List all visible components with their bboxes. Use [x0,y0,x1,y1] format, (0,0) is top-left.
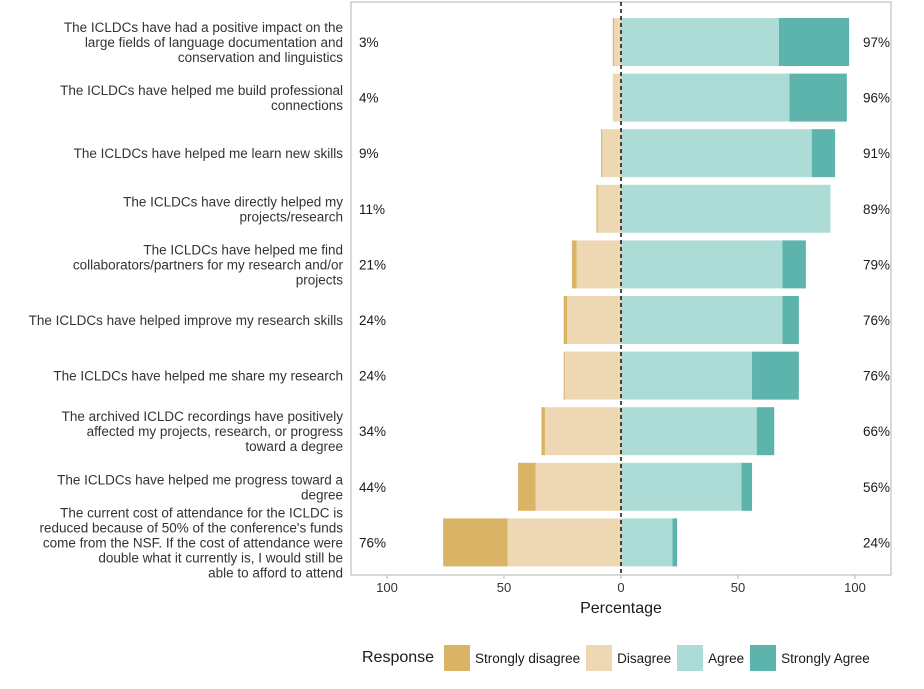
bar-strongly-agree-row-10 [672,518,678,567]
bar-agree-row-8 [621,407,757,456]
x-tick-label-2: 50 [497,580,511,595]
right-percent-label-row-1: 97% [863,35,890,50]
bar-agree-row-6 [621,296,783,344]
statement-label-row-6: The ICLDCs have helped improve my resear… [29,313,344,328]
left-percent-label-row-4: 11% [359,202,385,217]
bar-strongly-disagree-row-7 [563,351,565,400]
right-percent-label-row-3: 91% [863,146,890,161]
legend-title: Response [362,649,435,666]
left-percent-label-row-6: 24% [359,313,386,328]
legend-key-disagree [586,645,613,671]
bar-agree-row-9 [621,462,742,511]
bar-strongly-disagree-row-3 [601,129,603,178]
bar-strongly-agree-row-1 [778,18,850,66]
right-percent-label-row-9: 56% [863,480,890,495]
legend-label-agree: Agree [708,650,745,666]
left-percent-label-row-10: 76% [359,535,386,550]
bar-strongly-disagree-row-4 [596,184,598,233]
statement-label-row-3: The ICLDCs have helped me learn new skil… [74,146,344,161]
bar-strongly-agree-row-6 [782,296,799,344]
legend-item-strongly-disagree: Strongly disagree [444,645,580,671]
legend: Response Strongly disagree Disagree Agre… [362,645,876,671]
bar-disagree-row-3 [602,129,621,178]
statement-label-row-1: The ICLDCs have had a positive impact on… [64,20,343,65]
bar-agree-row-1 [621,18,779,66]
bar-agree-row-4 [621,184,831,233]
bar-strongly-disagree-row-9 [518,462,536,511]
bar-disagree-row-2 [612,73,621,122]
statement-label-row-10: The current cost of attendance for the I… [39,505,343,580]
bar-strongly-disagree-row-5 [571,240,577,289]
statement-labels: The ICLDCs have had a positive impact on… [29,20,344,580]
legend-key-agree [677,645,704,671]
legend-item-strongly-agree: Strongly Agree [750,645,870,671]
bar-strongly-disagree-row-8 [541,407,545,456]
x-tick-label-4: 50 [731,580,745,595]
legend-item-disagree: Disagree [586,645,671,671]
x-tick-label-3: 0 [617,580,624,595]
bar-strongly-agree-row-3 [811,129,836,178]
bar-strongly-disagree-row-6 [563,296,568,344]
bar-strongly-agree-row-2 [789,73,847,122]
bar-disagree-row-6 [567,296,621,344]
x-tick-label-1: 100 [376,580,398,595]
right-percent-label-row-10: 24% [863,535,890,550]
statement-label-row-7: The ICLDCs have helped me share my resea… [53,369,343,384]
x-axis: 100 50 0 50 100 [376,575,866,595]
bar-disagree-row-4 [597,184,621,233]
right-percent-label-row-5: 79% [863,257,890,272]
bar-strongly-disagree-row-10 [443,518,508,567]
legend-label-disagree: Disagree [617,650,672,666]
left-percent-label-row-1: 3% [359,35,379,50]
bar-disagree-row-7 [564,351,621,400]
right-percent-label-row-6: 76% [863,313,890,328]
bar-agree-row-7 [621,351,753,400]
x-tick-label-5: 100 [844,580,866,595]
left-percent-label-row-8: 34% [359,424,386,439]
statement-label-row-2: The ICLDCs have helped me build professi… [60,83,343,113]
legend-label-strongly-agree: Strongly Agree [781,650,870,666]
bar-disagree-row-1 [613,18,621,66]
bar-disagree-row-8 [544,407,621,456]
left-percent-label-row-7: 24% [359,369,386,384]
bar-strongly-agree-row-7 [752,351,799,400]
statement-label-row-4: The ICLDCs have directly helped my projec… [123,194,343,224]
bar-disagree-row-5 [576,240,621,289]
bar-agree-row-10 [621,518,673,567]
statement-label-row-8: The archived ICLDC recordings have posit… [62,409,344,454]
percent-labels: 3% 97% 4% 96% 9% 91% 11% 89% 21% 79% 24% 76% 24% 76% 3… [359,35,890,550]
bar-disagree-row-10 [507,518,621,567]
bar-agree-row-5 [621,240,783,289]
left-percent-label-row-5: 21% [359,257,386,272]
bar-strongly-disagree-row-1 [612,18,614,66]
left-percent-label-row-2: 4% [359,91,379,106]
right-percent-label-row-4: 89% [863,202,890,217]
legend-key-strongly-disagree [444,645,471,671]
legend-item-agree: Agree [677,645,744,671]
statement-label-row-9: The ICLDCs have helped me progress towar… [57,472,343,502]
bar-strongly-agree-row-8 [756,407,775,456]
right-percent-label-row-8: 66% [863,424,890,439]
legend-label-strongly-disagree: Strongly disagree [475,650,581,666]
legend-key-strongly-agree [750,645,777,671]
bar-strongly-agree-row-5 [782,240,806,289]
bar-agree-row-3 [621,129,812,178]
right-percent-label-row-2: 96% [863,91,890,106]
bar-strongly-agree-row-9 [741,462,753,511]
bar-disagree-row-9 [535,462,621,511]
bars-layer [443,18,850,567]
left-percent-label-row-9: 44% [359,480,386,495]
likert-chart: The ICLDCs have had a positive impact on… [29,1,892,617]
statement-label-row-5: The ICLDCs have helped me find collaborat… [73,242,344,287]
right-percent-label-row-7: 76% [863,369,890,384]
bar-agree-row-2 [621,73,790,122]
left-percent-label-row-3: 9% [359,146,379,161]
x-axis-title: Percentage [580,600,662,617]
